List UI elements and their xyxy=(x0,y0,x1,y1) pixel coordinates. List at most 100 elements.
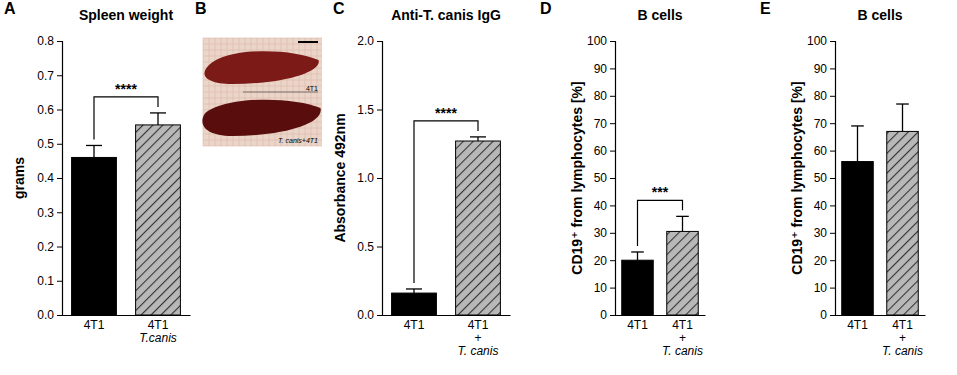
significance-bracket xyxy=(414,121,478,283)
y-tick-mark xyxy=(830,178,835,179)
y-tick-label: 10 xyxy=(594,281,608,295)
y-tick: 40 xyxy=(594,199,615,213)
x-tick-label-line: 4T1 xyxy=(627,318,648,332)
y-tick-mark xyxy=(57,212,62,213)
y-axis-title: CD19⁺ from lymphocytes [%] xyxy=(789,81,805,274)
x-axis-line xyxy=(836,315,926,316)
x-tick-label-line: + xyxy=(899,331,906,345)
chart-title: Anti-T. canis IgG xyxy=(391,7,501,23)
y-axis-line xyxy=(610,42,616,316)
error-bar-cap xyxy=(896,103,909,104)
x-tick-label: 4T1 xyxy=(84,318,105,332)
y-tick: 70 xyxy=(814,117,835,131)
y-tick-label: 90 xyxy=(594,62,608,76)
bar xyxy=(667,231,699,315)
y-tick-label: 50 xyxy=(814,171,828,185)
x-tick-label-line: + xyxy=(474,331,481,345)
y-tick-label: 0.2 xyxy=(37,240,54,254)
error-bars xyxy=(86,113,166,158)
y-tick: 20 xyxy=(594,254,615,268)
y-tick: 70 xyxy=(594,117,615,131)
y-tick-label: 0.4 xyxy=(37,171,54,185)
photo-grid-line xyxy=(203,146,322,147)
y-tick-mark xyxy=(830,315,835,316)
y-tick: 100 xyxy=(807,34,835,48)
y-tick: 0.5 xyxy=(37,137,62,151)
y-tick-label: 80 xyxy=(594,89,608,103)
y-tick-mark xyxy=(830,151,835,152)
y-tick-mark xyxy=(610,68,615,69)
photo-background xyxy=(203,38,322,146)
x-tick-label-line: 4T1 xyxy=(468,318,489,332)
y-tick-mark xyxy=(610,205,615,206)
photo-grid-line xyxy=(203,92,322,93)
bar xyxy=(392,293,437,315)
y-tick-mark xyxy=(610,288,615,289)
y-tick-mark xyxy=(830,68,835,69)
error-bar-stem xyxy=(682,216,683,231)
y-tick: 0.4 xyxy=(37,171,62,185)
y-tick: 60 xyxy=(814,144,835,158)
panel-letter: C xyxy=(333,0,345,17)
y-tick: 80 xyxy=(814,89,835,103)
x-tick: 4T1+T. canis xyxy=(662,315,703,358)
error-bar xyxy=(470,137,486,141)
y-axis-line xyxy=(377,42,383,316)
y-tick-label: 80 xyxy=(814,89,828,103)
x-axis-line xyxy=(63,315,191,316)
x-tick: 4T1 xyxy=(847,315,868,332)
y-tick-label: 100 xyxy=(587,34,607,48)
bar xyxy=(887,131,919,315)
error-bar xyxy=(896,104,909,131)
chart-title: B cells xyxy=(857,7,902,23)
y-tick-label: 0.6 xyxy=(37,103,54,117)
y-tick-label: 0.0 xyxy=(37,308,54,322)
y-tick-label: 70 xyxy=(594,117,608,131)
y-tick-mark xyxy=(830,123,835,124)
plot-area xyxy=(72,125,181,315)
significance-bracket xyxy=(94,97,158,140)
error-bars xyxy=(851,104,909,162)
error-bar-cap xyxy=(406,288,422,289)
y-tick: 90 xyxy=(814,62,835,76)
y-tick: 10 xyxy=(814,281,835,295)
x-tick: 4T1 xyxy=(404,315,425,332)
y-axis: 0102030405060708090100 xyxy=(807,34,836,322)
y-axis: 0.00.10.20.30.40.50.60.70.8 xyxy=(37,34,62,322)
error-bar xyxy=(631,252,644,260)
panel-4: EB cellsCD19⁺ from lymphocytes [%]010203… xyxy=(760,0,926,358)
y-tick-mark xyxy=(377,247,382,248)
x-tick-label-line: T. canis xyxy=(458,344,499,358)
photo-grid-line xyxy=(203,50,322,51)
y-tick-label: 20 xyxy=(814,254,828,268)
photo-grid-line xyxy=(203,86,322,87)
panel-letter: D xyxy=(540,0,552,17)
photo-grid-line xyxy=(203,38,322,39)
photo-label: T. canis+4T1 xyxy=(278,137,318,144)
y-tick: 0.0 xyxy=(37,308,62,322)
panel-letter: B xyxy=(195,0,207,17)
x-axis: 4T1 4T1+T. canis xyxy=(616,315,706,358)
plot-area xyxy=(842,131,919,315)
y-tick: 0.5 xyxy=(357,240,382,254)
error-bar xyxy=(676,216,689,231)
x-tick: 4T1+T. canis xyxy=(458,315,499,358)
error-bar-stem xyxy=(93,145,94,157)
x-tick: 4T1 xyxy=(84,315,105,332)
plot-area xyxy=(392,141,501,315)
y-tick: 80 xyxy=(594,89,615,103)
y-tick: 0.3 xyxy=(37,206,62,220)
y-axis-line xyxy=(830,42,836,316)
y-tick: 0 xyxy=(820,308,835,322)
y-tick: 0.1 xyxy=(37,274,62,288)
error-bars xyxy=(631,216,689,260)
x-tick-label: 4T1 xyxy=(847,318,868,332)
y-tick-mark xyxy=(57,178,62,179)
significance-bracket xyxy=(638,200,683,246)
error-bar xyxy=(86,145,102,157)
y-tick-mark xyxy=(377,41,382,42)
y-tick-mark xyxy=(377,110,382,111)
y-tick-label: 2.0 xyxy=(357,34,374,48)
error-bar-cap xyxy=(851,125,864,126)
chart-title: B cells xyxy=(637,7,682,23)
